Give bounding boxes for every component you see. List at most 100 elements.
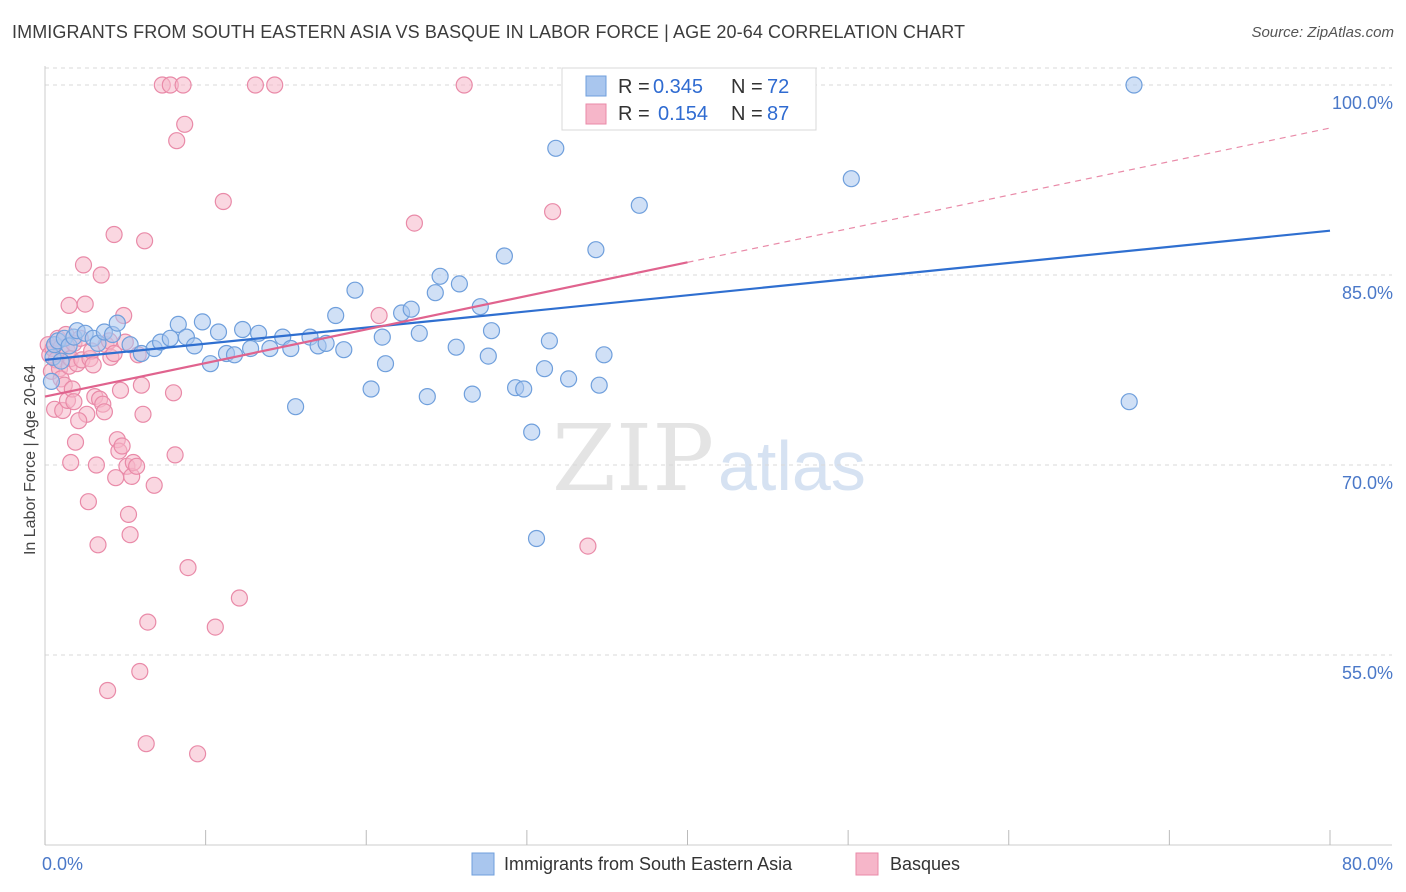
data-point [287, 398, 305, 416]
data-point [418, 388, 436, 406]
data-point [52, 352, 70, 370]
trend-lines [44, 127, 1331, 398]
data-point [161, 329, 179, 347]
y-tick-label: 70.0% [1342, 473, 1393, 493]
legend-r-value-2: 0.154 [658, 103, 708, 125]
data-point [176, 115, 194, 133]
data-point [168, 132, 186, 150]
y-tick-label: 85.0% [1342, 283, 1393, 303]
data-point [164, 384, 183, 402]
data-point [42, 372, 61, 390]
y-tick-label: 100.0% [1332, 93, 1393, 113]
data-point [95, 403, 114, 421]
data-point [128, 457, 146, 475]
data-point [479, 347, 497, 365]
legend-r-value-1: 0.345 [653, 76, 703, 98]
series-legend-swatch-blue [471, 852, 495, 876]
data-point [206, 618, 224, 636]
series-legend-label-blue: Immigrants from South Eastern Asia [504, 854, 793, 874]
data-point [134, 405, 152, 423]
legend-n-value-2: 87 [767, 103, 789, 125]
tick-labels: 100.0% 85.0% 70.0% 55.0% 0.0% 80.0% [42, 93, 1393, 874]
data-point [410, 324, 428, 342]
data-point [590, 376, 608, 394]
data-point [447, 338, 465, 356]
data-point [579, 537, 597, 555]
grid-lines [45, 67, 1392, 656]
legend-n-label-1: N = [731, 76, 763, 98]
data-point [111, 381, 130, 399]
data-point [74, 256, 93, 274]
data-point [535, 360, 554, 378]
data-point [121, 336, 139, 354]
data-point [230, 589, 248, 607]
data-point [209, 323, 228, 341]
data-point [1120, 393, 1138, 411]
data-point [87, 456, 106, 474]
legend-n-label-2: N = [731, 103, 763, 125]
data-point [595, 346, 613, 364]
legend-swatch-blue [585, 75, 607, 97]
data-point [450, 275, 468, 293]
data-point [65, 393, 83, 411]
series-legend-label-pink: Basques [890, 854, 960, 874]
data-point [523, 423, 541, 441]
data-point [113, 437, 131, 455]
data-point [193, 313, 211, 331]
data-points [39, 76, 1143, 763]
data-point [362, 380, 380, 398]
data-point [327, 306, 345, 325]
data-point [402, 300, 420, 318]
data-point [145, 476, 163, 494]
data-point [139, 613, 157, 631]
data-point [60, 296, 78, 314]
trend-line-blue [44, 229, 1331, 361]
data-point [431, 267, 449, 285]
axes [44, 66, 1392, 846]
data-point [559, 370, 578, 388]
data-point [1125, 76, 1143, 94]
data-point [246, 76, 264, 94]
data-point [587, 241, 605, 259]
data-point [495, 247, 513, 265]
data-point [70, 412, 88, 430]
data-point [132, 376, 150, 394]
chart-title: IMMIGRANTS FROM SOUTH EASTERN ASIA VS BA… [12, 22, 966, 42]
trend-line-pink-extension [687, 127, 1331, 263]
legend-r-label-2: R = [618, 103, 650, 125]
data-point [234, 320, 252, 339]
data-point [179, 558, 197, 577]
data-point [266, 76, 284, 94]
data-point [107, 469, 125, 487]
data-point [515, 380, 533, 398]
data-point [76, 295, 94, 313]
data-point [66, 433, 85, 451]
data-point [98, 681, 117, 700]
data-point [108, 314, 126, 332]
correlation-legend: R = 0.345 N = 72 R = 0.154 N = 87 [561, 67, 817, 131]
data-point [540, 332, 559, 350]
data-point [482, 322, 501, 340]
data-point [174, 76, 192, 94]
y-axis-label: In Labor Force | Age 20-64 [22, 365, 39, 555]
data-point [62, 453, 80, 472]
data-point [136, 232, 154, 250]
series-legend-swatch-pink [855, 852, 879, 876]
data-point [105, 225, 123, 244]
series-legend: Immigrants from South Eastern Asia Basqu… [471, 852, 960, 876]
data-point [214, 192, 232, 211]
data-point [84, 356, 102, 374]
data-point [346, 281, 364, 299]
data-point [543, 203, 562, 221]
data-point [166, 446, 184, 464]
legend-swatch-pink [585, 103, 607, 125]
source-credit: Source: ZipAtlas.com [1251, 24, 1394, 41]
data-point [405, 214, 423, 232]
data-point [376, 355, 395, 373]
data-point [89, 536, 107, 554]
y-tick-label: 55.0% [1342, 663, 1393, 683]
series-pink-points [39, 76, 597, 763]
data-point [527, 529, 546, 548]
watermark-zip: ZIP [552, 405, 714, 512]
